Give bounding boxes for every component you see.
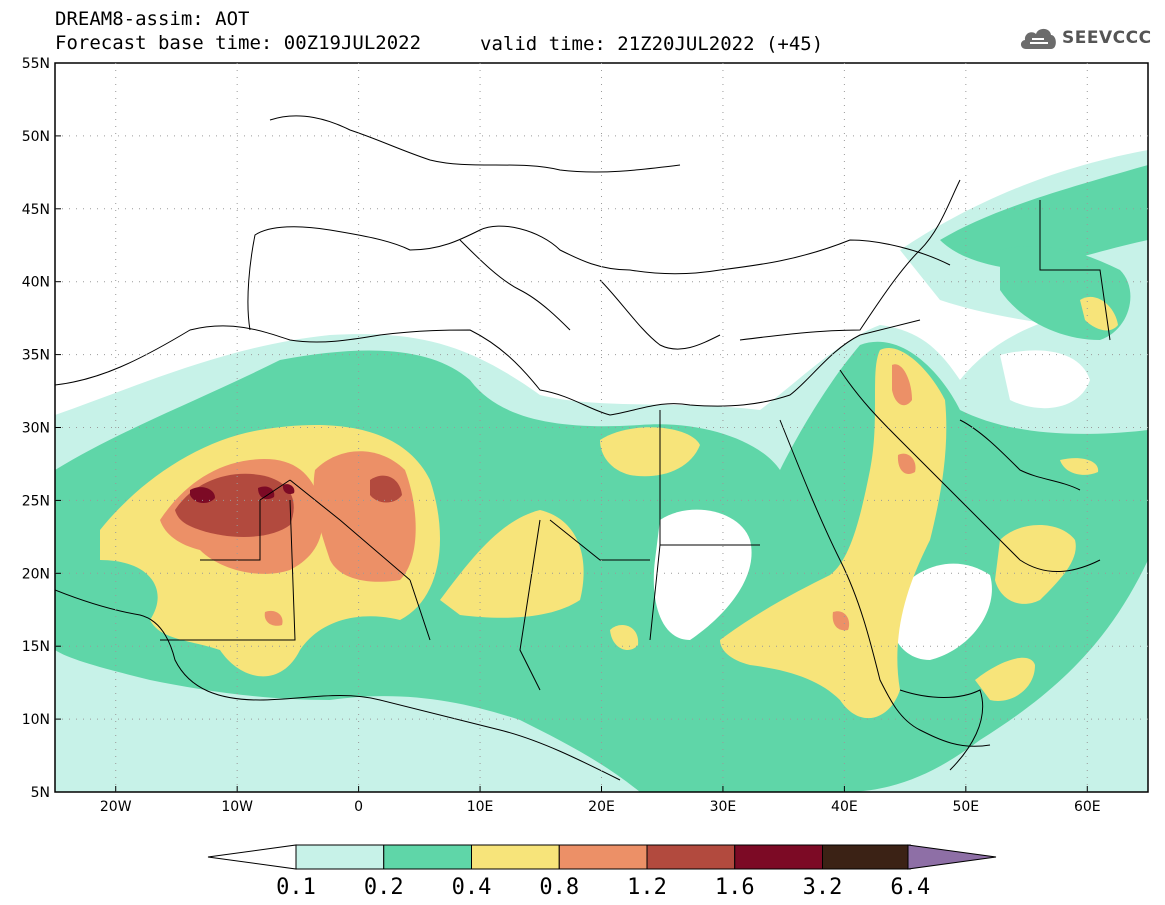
lat-tick-label: 15N (22, 639, 50, 655)
colorbar-low-arrow (207, 844, 297, 870)
colorbar-label: 0.2 (364, 875, 404, 900)
map-title: DREAM8-assim: AOT (55, 8, 250, 30)
colorbar-swatch (295, 844, 385, 870)
lat-tick-label: 20N (22, 566, 50, 582)
lat-tick-label: 25N (22, 493, 50, 509)
lon-tick-label: 20W (100, 799, 132, 815)
colorbar-swatch (471, 844, 560, 870)
colorbar-swatch (646, 844, 736, 870)
lat-tick-label: 50N (22, 129, 50, 145)
colorbar-swatch (558, 844, 648, 870)
lon-tick-label: 10W (221, 799, 253, 815)
lon-tick-label: 30E (710, 799, 737, 815)
colorbar-label: 0.8 (539, 875, 579, 900)
lat-tick-label: 5N (31, 785, 50, 801)
colorbar: 0.1 0.2 0.4 0.8 1.2 1.6 3.2 6.4 (207, 844, 997, 900)
lon-tick-label: 0 (354, 799, 363, 815)
lat-tick-label: 55N (22, 56, 50, 72)
lon-tick-label: 40E (831, 799, 858, 815)
lat-tick-label: 35N (22, 348, 50, 364)
colorbar-swatch (822, 844, 911, 870)
graticule (55, 63, 1148, 792)
colorbar-label: 1.6 (715, 875, 755, 900)
lon-tick-label: 10E (467, 799, 494, 815)
latitude-labels: 55N 50N 45N 40N 35N 30N 25N 20N 15N 10N 5N (22, 56, 61, 801)
longitude-labels: 20W 10W 0 10E 20E 30E 40E 50E 60E (100, 786, 1101, 815)
seevccc-logo: SEEVCCC (1018, 22, 1152, 54)
lat-tick-label: 40N (22, 275, 50, 291)
colorbar-label: 6.4 (890, 875, 930, 900)
lon-tick-label: 60E (1074, 799, 1101, 815)
valid-time: valid time: 21Z20JUL2022 (+45) (480, 33, 824, 55)
cloud-icon (1020, 28, 1056, 49)
forecast-base-time: Forecast base time: 00Z19JUL2022 (55, 32, 422, 54)
logo-text: SEEVCCC (1062, 28, 1152, 48)
lon-tick-label: 20E (588, 799, 615, 815)
colorbar-label: 0.4 (452, 875, 492, 900)
colorbar-high-arrow (907, 844, 997, 870)
lat-tick-label: 30N (22, 421, 50, 437)
lat-tick-label: 45N (22, 202, 50, 218)
colorbar-swatch (734, 844, 823, 870)
lat-tick-label: 10N (22, 712, 50, 728)
colorbar-label: 0.1 (276, 875, 316, 900)
colorbar-label: 3.2 (803, 875, 843, 900)
coastlines (55, 115, 1111, 781)
colorbar-label: 1.2 (627, 875, 667, 900)
colorbar-swatch (383, 844, 472, 870)
lon-tick-label: 50E (952, 799, 979, 815)
